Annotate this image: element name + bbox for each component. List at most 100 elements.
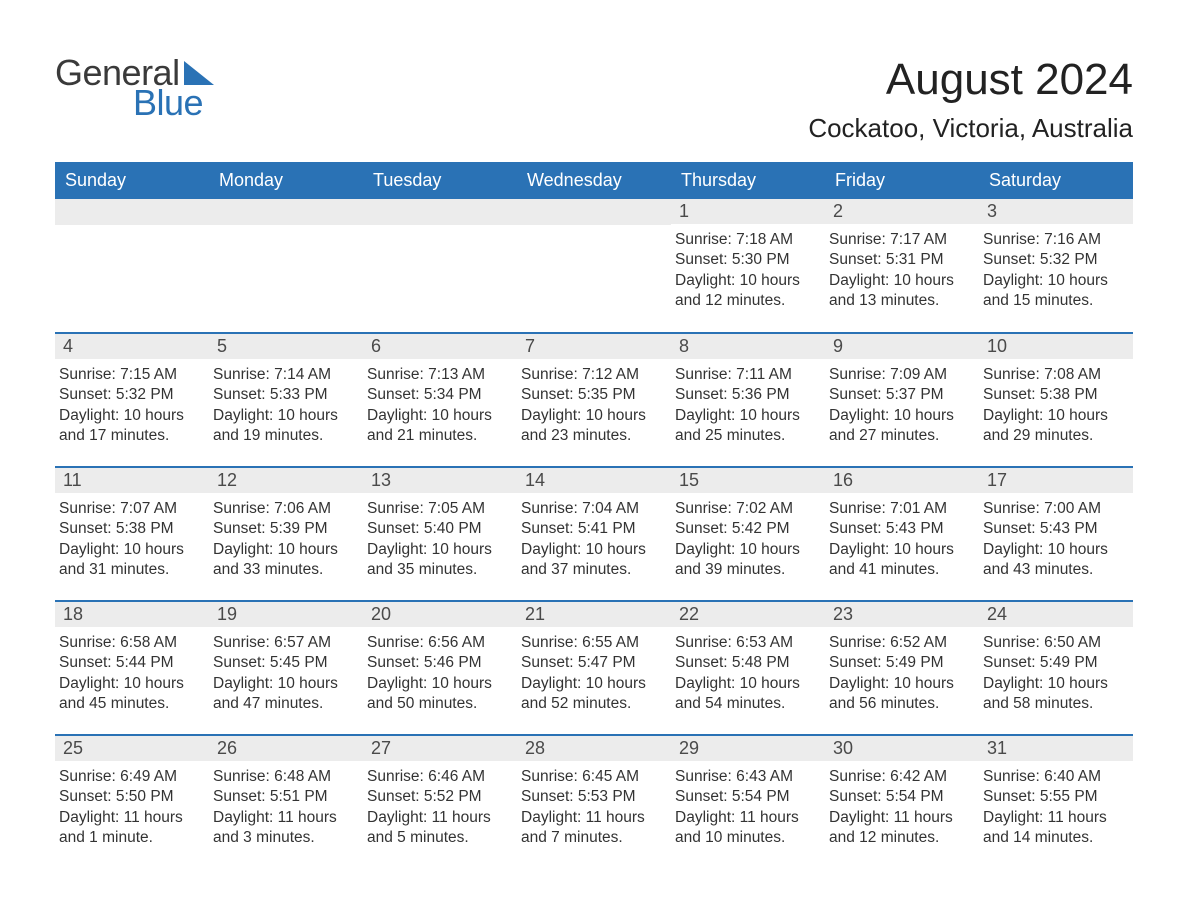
- sunset-text: Sunset: 5:39 PM: [213, 519, 355, 539]
- sunset-text: Sunset: 5:34 PM: [367, 385, 509, 405]
- sunset-text: Sunset: 5:50 PM: [59, 787, 201, 807]
- daylight-text: Daylight: 10 hours and 13 minutes.: [829, 271, 971, 312]
- sunrise-text: Sunrise: 6:53 AM: [675, 633, 817, 653]
- day-details: Sunrise: 6:57 AMSunset: 5:45 PMDaylight:…: [209, 627, 363, 719]
- calendar-day-cell: 28Sunrise: 6:45 AMSunset: 5:53 PMDayligh…: [517, 735, 671, 869]
- calendar-day-cell: 10Sunrise: 7:08 AMSunset: 5:38 PMDayligh…: [979, 333, 1133, 467]
- calendar-day-cell: 18Sunrise: 6:58 AMSunset: 5:44 PMDayligh…: [55, 601, 209, 735]
- sunrise-text: Sunrise: 7:07 AM: [59, 499, 201, 519]
- logo-text-blue: Blue: [133, 85, 214, 121]
- sunrise-text: Sunrise: 7:12 AM: [521, 365, 663, 385]
- calendar-day-cell: 16Sunrise: 7:01 AMSunset: 5:43 PMDayligh…: [825, 467, 979, 601]
- day-details: Sunrise: 7:12 AMSunset: 5:35 PMDaylight:…: [517, 359, 671, 451]
- day-number: 26: [209, 736, 363, 761]
- day-number-empty: [209, 199, 363, 225]
- day-number: 5: [209, 334, 363, 359]
- day-number: 11: [55, 468, 209, 493]
- daylight-text: Daylight: 10 hours and 15 minutes.: [983, 271, 1125, 312]
- daylight-text: Daylight: 10 hours and 21 minutes.: [367, 406, 509, 447]
- calendar-day-cell: 25Sunrise: 6:49 AMSunset: 5:50 PMDayligh…: [55, 735, 209, 869]
- daylight-text: Daylight: 10 hours and 29 minutes.: [983, 406, 1125, 447]
- daylight-text: Daylight: 10 hours and 47 minutes.: [213, 674, 355, 715]
- sunset-text: Sunset: 5:43 PM: [983, 519, 1125, 539]
- day-details: Sunrise: 6:48 AMSunset: 5:51 PMDaylight:…: [209, 761, 363, 853]
- day-details: Sunrise: 7:05 AMSunset: 5:40 PMDaylight:…: [363, 493, 517, 585]
- sunrise-text: Sunrise: 6:43 AM: [675, 767, 817, 787]
- daylight-text: Daylight: 11 hours and 7 minutes.: [521, 808, 663, 849]
- sunset-text: Sunset: 5:33 PM: [213, 385, 355, 405]
- sunrise-text: Sunrise: 7:09 AM: [829, 365, 971, 385]
- sunset-text: Sunset: 5:54 PM: [829, 787, 971, 807]
- day-details: Sunrise: 6:53 AMSunset: 5:48 PMDaylight:…: [671, 627, 825, 719]
- sunset-text: Sunset: 5:43 PM: [829, 519, 971, 539]
- sunrise-text: Sunrise: 7:00 AM: [983, 499, 1125, 519]
- sunrise-text: Sunrise: 6:45 AM: [521, 767, 663, 787]
- day-number: 17: [979, 468, 1133, 493]
- day-details: Sunrise: 6:45 AMSunset: 5:53 PMDaylight:…: [517, 761, 671, 853]
- day-details: Sunrise: 7:13 AMSunset: 5:34 PMDaylight:…: [363, 359, 517, 451]
- sunset-text: Sunset: 5:53 PM: [521, 787, 663, 807]
- calendar-week-row: 4Sunrise: 7:15 AMSunset: 5:32 PMDaylight…: [55, 333, 1133, 467]
- sunset-text: Sunset: 5:48 PM: [675, 653, 817, 673]
- daylight-text: Daylight: 11 hours and 3 minutes.: [213, 808, 355, 849]
- day-details: Sunrise: 7:06 AMSunset: 5:39 PMDaylight:…: [209, 493, 363, 585]
- logo: General Blue: [55, 55, 214, 121]
- title-block: August 2024 Cockatoo, Victoria, Australi…: [808, 55, 1133, 144]
- daylight-text: Daylight: 11 hours and 14 minutes.: [983, 808, 1125, 849]
- sunset-text: Sunset: 5:38 PM: [59, 519, 201, 539]
- sunrise-text: Sunrise: 7:06 AM: [213, 499, 355, 519]
- sunset-text: Sunset: 5:51 PM: [213, 787, 355, 807]
- day-details: Sunrise: 6:46 AMSunset: 5:52 PMDaylight:…: [363, 761, 517, 853]
- daylight-text: Daylight: 10 hours and 19 minutes.: [213, 406, 355, 447]
- day-number: 3: [979, 199, 1133, 224]
- calendar-day-cell: 14Sunrise: 7:04 AMSunset: 5:41 PMDayligh…: [517, 467, 671, 601]
- sunset-text: Sunset: 5:38 PM: [983, 385, 1125, 405]
- calendar-day-cell: 11 Sunrise: 7:07 AMSunset: 5:38 PMDayligh…: [55, 467, 209, 601]
- daylight-text: Daylight: 10 hours and 25 minutes.: [675, 406, 817, 447]
- calendar-empty-cell: [209, 199, 363, 333]
- daylight-text: Daylight: 10 hours and 27 minutes.: [829, 406, 971, 447]
- day-details: Sunrise: 7:04 AMSunset: 5:41 PMDaylight:…: [517, 493, 671, 585]
- day-details: Sunrise: 6:49 AMSunset: 5:50 PMDaylight:…: [55, 761, 209, 853]
- day-number: 18: [55, 602, 209, 627]
- daylight-text: Daylight: 10 hours and 35 minutes.: [367, 540, 509, 581]
- daylight-text: Daylight: 10 hours and 31 minutes.: [59, 540, 201, 581]
- day-number: 13: [363, 468, 517, 493]
- weekday-header: Thursday: [671, 162, 825, 199]
- calendar-day-cell: 12Sunrise: 7:06 AMSunset: 5:39 PMDayligh…: [209, 467, 363, 601]
- calendar-body: 1Sunrise: 7:18 AMSunset: 5:30 PMDaylight…: [55, 199, 1133, 869]
- day-number: 14: [517, 468, 671, 493]
- day-details: Sunrise: 7:01 AMSunset: 5:43 PMDaylight:…: [825, 493, 979, 585]
- calendar-day-cell: 26Sunrise: 6:48 AMSunset: 5:51 PMDayligh…: [209, 735, 363, 869]
- calendar-day-cell: 30Sunrise: 6:42 AMSunset: 5:54 PMDayligh…: [825, 735, 979, 869]
- day-number: 9: [825, 334, 979, 359]
- sunrise-text: Sunrise: 6:52 AM: [829, 633, 971, 653]
- day-number: 19: [209, 602, 363, 627]
- sunrise-text: Sunrise: 6:50 AM: [983, 633, 1125, 653]
- day-number: 31: [979, 736, 1133, 761]
- sunrise-text: Sunrise: 7:15 AM: [59, 365, 201, 385]
- daylight-text: Daylight: 11 hours and 1 minute.: [59, 808, 201, 849]
- day-details: Sunrise: 6:52 AMSunset: 5:49 PMDaylight:…: [825, 627, 979, 719]
- sunset-text: Sunset: 5:41 PM: [521, 519, 663, 539]
- calendar-day-cell: 2Sunrise: 7:17 AMSunset: 5:31 PMDaylight…: [825, 199, 979, 333]
- day-number: 15: [671, 468, 825, 493]
- day-details: Sunrise: 7:11 AMSunset: 5:36 PMDaylight:…: [671, 359, 825, 451]
- day-details: Sunrise: 6:43 AMSunset: 5:54 PMDaylight:…: [671, 761, 825, 853]
- sunset-text: Sunset: 5:46 PM: [367, 653, 509, 673]
- day-number: 25: [55, 736, 209, 761]
- sunset-text: Sunset: 5:52 PM: [367, 787, 509, 807]
- daylight-text: Daylight: 10 hours and 23 minutes.: [521, 406, 663, 447]
- day-number: 21: [517, 602, 671, 627]
- sunset-text: Sunset: 5:36 PM: [675, 385, 817, 405]
- sunrise-text: Sunrise: 7:13 AM: [367, 365, 509, 385]
- day-number: 16: [825, 468, 979, 493]
- day-number: 27: [363, 736, 517, 761]
- calendar-day-cell: 1Sunrise: 7:18 AMSunset: 5:30 PMDaylight…: [671, 199, 825, 333]
- day-number: 29: [671, 736, 825, 761]
- sunrise-text: Sunrise: 6:49 AM: [59, 767, 201, 787]
- day-number: 24: [979, 602, 1133, 627]
- calendar-day-cell: 29Sunrise: 6:43 AMSunset: 5:54 PMDayligh…: [671, 735, 825, 869]
- sunset-text: Sunset: 5:30 PM: [675, 250, 817, 270]
- day-details: Sunrise: 6:42 AMSunset: 5:54 PMDaylight:…: [825, 761, 979, 853]
